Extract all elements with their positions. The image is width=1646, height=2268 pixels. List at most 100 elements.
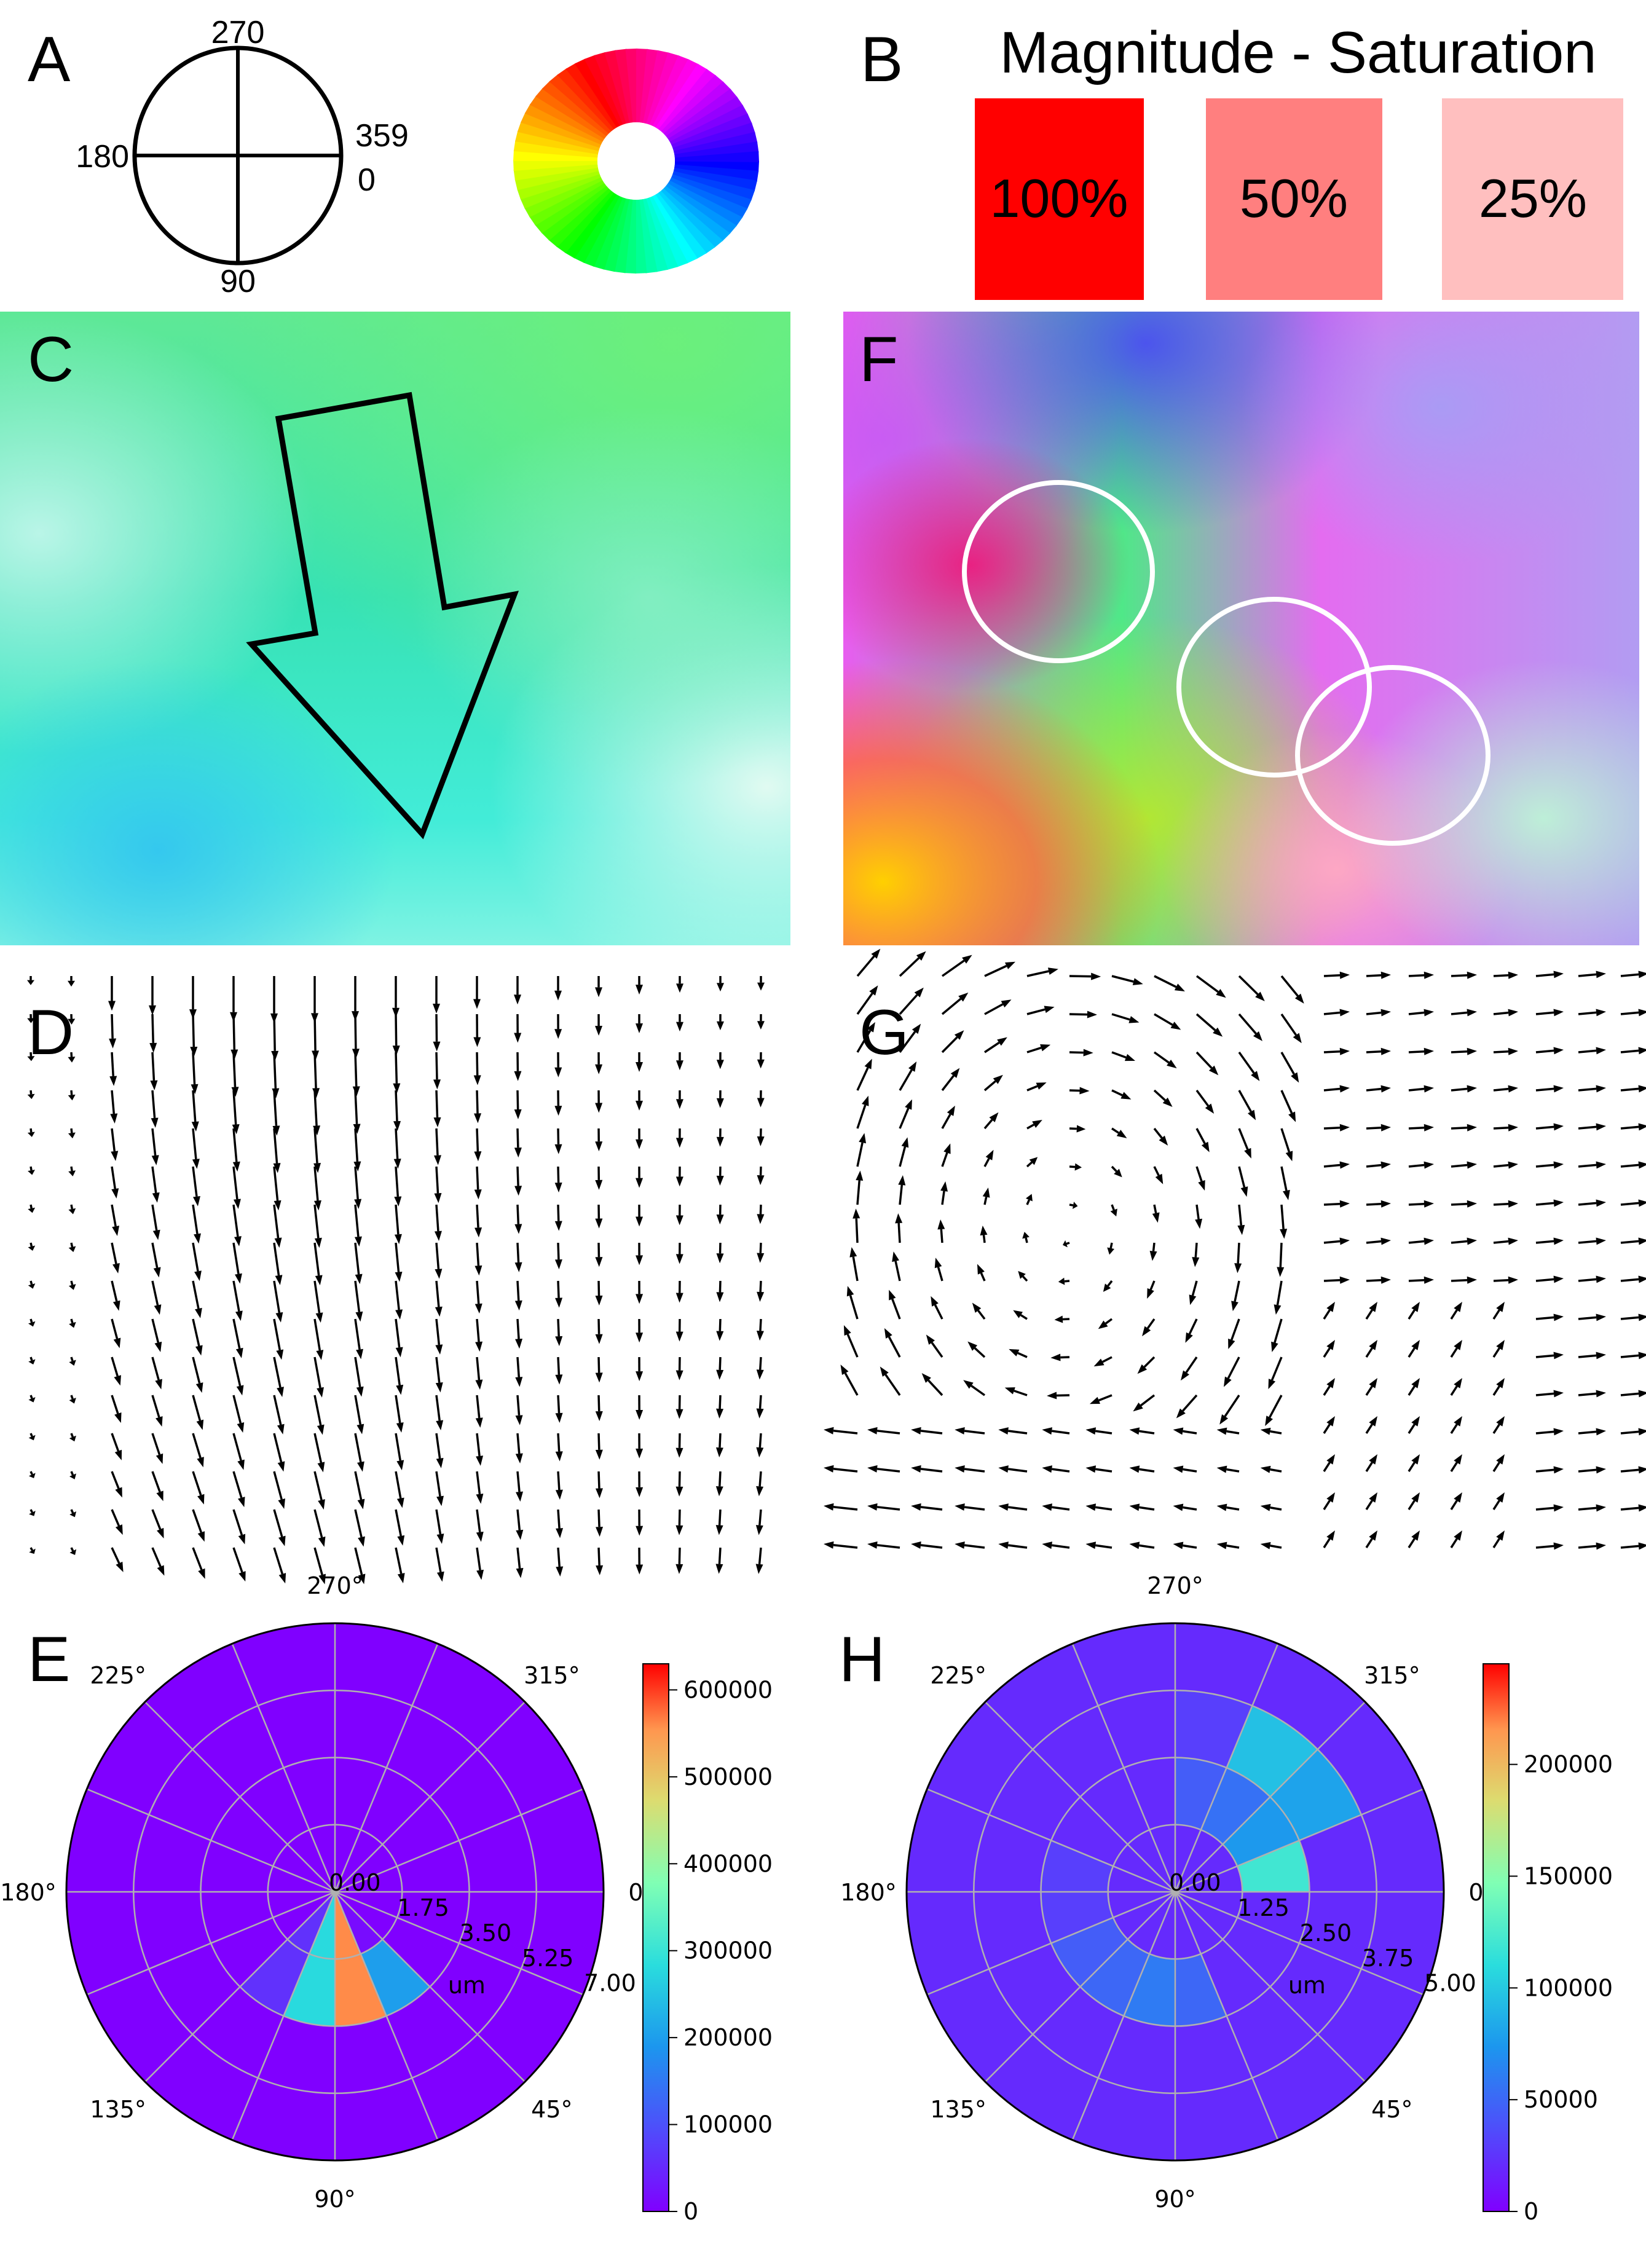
flow-vector (895, 1213, 902, 1243)
flow-vector (149, 976, 156, 1015)
flow-vector (109, 1052, 117, 1086)
flow-vector (434, 1090, 441, 1127)
flow-vector (1234, 1243, 1242, 1273)
flow-vector (515, 1357, 522, 1387)
radial-axis-label: um (448, 1972, 486, 1999)
flow-vector (1228, 1319, 1239, 1349)
flow-vector (636, 1548, 643, 1575)
flow-vector (515, 1281, 522, 1310)
flow-vector (112, 1243, 120, 1274)
flow-vector (355, 1471, 364, 1510)
flow-vector (1150, 1243, 1157, 1261)
flow-vector (1621, 1009, 1646, 1016)
flow-vector (716, 1395, 723, 1419)
theta-tick-label: 90° (1154, 2186, 1195, 2213)
flow-vector (595, 1243, 602, 1267)
flow-vector (193, 1243, 202, 1281)
flow-vector (112, 1205, 119, 1236)
flow-vector (1261, 1466, 1282, 1473)
flow-vector (28, 1167, 35, 1175)
flow-vector (68, 1205, 76, 1214)
flow-vector (315, 1433, 325, 1472)
flow-vector (1324, 1162, 1350, 1169)
flow-vector (1366, 1124, 1391, 1132)
panel-letter-c: C (28, 324, 74, 395)
flow-vector (1090, 1395, 1112, 1404)
flow-vector (112, 1357, 121, 1385)
flow-vector (1536, 1161, 1564, 1168)
flow-vector (676, 1205, 683, 1225)
panel-g-quiver (824, 949, 1646, 1550)
flow-vector (1536, 1009, 1564, 1016)
flow-vector (1366, 1048, 1391, 1055)
flow-vector (1366, 1492, 1377, 1510)
flow-vector (315, 1510, 325, 1547)
colorbar-tick-label: 400000 (683, 1850, 773, 1877)
panel-letter-e: E (28, 1624, 70, 1695)
flow-vector (190, 1014, 197, 1057)
flow-vector (1282, 976, 1304, 1004)
flow-vector (1578, 1542, 1606, 1549)
flow-vector (193, 1433, 204, 1467)
flow-vector (1098, 1319, 1112, 1329)
flow-vector (29, 1548, 36, 1554)
flow-vector (1069, 1125, 1085, 1133)
saturation-legend-title: Magnitude - Saturation (999, 20, 1596, 85)
flow-vector (1409, 1048, 1434, 1055)
flow-vector (516, 1510, 523, 1540)
hue-wheel-hole (597, 122, 675, 200)
flow-vector (1451, 1454, 1462, 1471)
flow-vector (1409, 1340, 1420, 1357)
flow-vector (717, 1167, 724, 1186)
flow-vector (392, 976, 400, 1018)
flow-vector (911, 1427, 942, 1435)
flow-vector (595, 1167, 602, 1190)
flow-vector (274, 1319, 283, 1360)
flow-vector (1274, 1281, 1282, 1315)
flow-vector (985, 1150, 993, 1167)
flow-vector (514, 1090, 522, 1119)
flow-vector (1217, 1428, 1239, 1435)
flow-vector (1494, 1340, 1505, 1357)
flow-vector (1152, 1205, 1160, 1223)
flow-vector (152, 1510, 164, 1538)
flow-vector (884, 1328, 900, 1357)
flow-vector (355, 1243, 363, 1284)
flow-vector (1536, 1352, 1564, 1359)
flow-vector (514, 1128, 522, 1157)
flow-vector (152, 1205, 160, 1240)
flow-vector (717, 1243, 724, 1263)
flow-vector (985, 962, 1015, 976)
flow-vector (435, 1205, 442, 1241)
flow-vector (1239, 1167, 1248, 1197)
flow-vector (193, 1471, 204, 1505)
flow-vector (1578, 1237, 1606, 1245)
flow-vector (1154, 1014, 1181, 1030)
flow-vector (595, 1128, 602, 1151)
flow-vector (716, 1510, 723, 1535)
flow-vector (955, 1465, 985, 1473)
flow-vector (857, 949, 880, 976)
flow-vector (28, 1281, 36, 1289)
flow-vector (396, 1433, 404, 1470)
flow-vector (193, 1167, 200, 1207)
flow-vector (69, 1548, 76, 1555)
flow-vector (1069, 1087, 1090, 1095)
flow-vector (556, 1433, 563, 1462)
flow-vector (1536, 1466, 1564, 1473)
flow-vector (596, 1471, 603, 1498)
flow-vector (435, 1243, 442, 1279)
flow-vector (1129, 1542, 1154, 1549)
flow-vector (1189, 1281, 1197, 1305)
flow-vector (274, 1167, 282, 1210)
flow-vector (1111, 1205, 1117, 1216)
flow-vector (963, 1380, 985, 1395)
panel-h-polar-histogram: 0°45°90°135°180°225°270°315°0.001.252.50… (840, 1572, 1495, 2213)
flow-vector (676, 1090, 683, 1109)
flow-vector (1282, 1167, 1290, 1200)
flow-vector (1154, 976, 1185, 991)
flow-vector (475, 1281, 482, 1313)
flow-vector (232, 1052, 239, 1097)
flow-vector (1050, 1354, 1069, 1361)
colorbar-gradient (1483, 1664, 1509, 2211)
